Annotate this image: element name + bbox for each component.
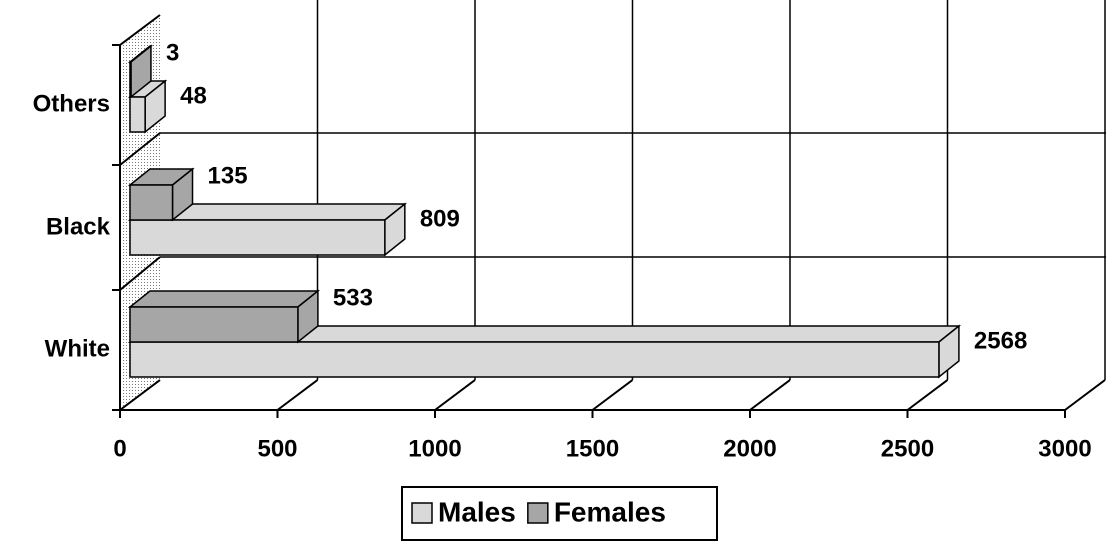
bar	[129, 96, 146, 133]
data-label: 135	[208, 162, 248, 189]
data-label: 3	[166, 39, 179, 66]
bar	[129, 184, 174, 221]
floor-line	[1064, 379, 1106, 411]
data-label: 533	[333, 284, 373, 311]
wall-edge	[119, 14, 161, 46]
x-tick-label: 1000	[408, 435, 461, 462]
floor-line	[591, 379, 634, 411]
y-tick-label: Black	[46, 213, 111, 240]
data-label: 48	[180, 82, 207, 109]
wall-edge	[119, 256, 161, 291]
bar	[129, 306, 299, 343]
data-label: 2568	[974, 327, 1027, 354]
bar	[129, 219, 386, 256]
floor-line	[749, 379, 791, 411]
legend-label: Males	[438, 496, 516, 527]
legend	[401, 486, 718, 541]
bar	[129, 341, 940, 378]
y-tick-label: White	[45, 335, 110, 362]
legend-label: Females	[554, 496, 666, 527]
data-label: 809	[420, 205, 460, 232]
bar-top	[127, 290, 321, 308]
x-tick-label: 2500	[881, 435, 934, 462]
wall-edge	[119, 132, 161, 166]
legend-swatch	[411, 502, 433, 524]
floor-line	[119, 379, 161, 411]
x-tick-label: 500	[257, 435, 297, 462]
floor-line	[434, 379, 476, 411]
floor-line	[276, 379, 319, 411]
x-tick-label: 3000	[1038, 435, 1091, 462]
legend-swatch	[527, 502, 549, 524]
x-tick-label: 0	[113, 435, 126, 462]
floor-line	[906, 379, 949, 411]
y-tick-label: Others	[33, 90, 110, 117]
x-tick-label: 2000	[723, 435, 776, 462]
bar	[129, 61, 132, 98]
x-tick-label: 1500	[566, 435, 619, 462]
